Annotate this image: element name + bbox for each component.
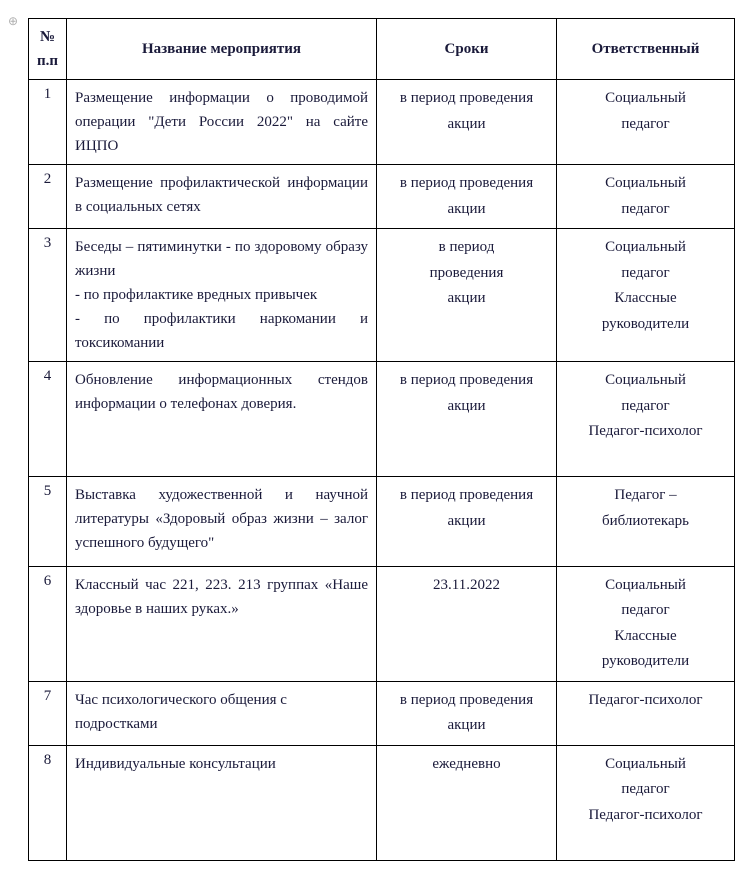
- table-row: 2Размещение профилактической информации …: [29, 165, 735, 229]
- row-resp-line: Педагог-психолог: [565, 419, 726, 445]
- col-header-num-text: № п.п: [37, 29, 58, 69]
- row-name: Классный час 221, 223. 213 группах «Наше…: [67, 566, 377, 681]
- row-resp-line: педагог: [565, 598, 726, 624]
- row-num: 5: [29, 477, 67, 567]
- table-anchor-icon: ⊕: [8, 14, 18, 29]
- row-resp-line: Педагог-психолог: [565, 803, 726, 829]
- table-row: 8Индивидуальные консультации ежедневно Соц…: [29, 745, 735, 860]
- row-resp: СоциальныйпедагогКлассныеруководители: [557, 229, 735, 362]
- row-resp-line: руководители: [565, 312, 726, 338]
- row-resp: Социальныйпедагог: [557, 80, 735, 165]
- row-num: 3: [29, 229, 67, 362]
- row-date: в период проведенияакции: [377, 80, 557, 165]
- row-num: 6: [29, 566, 67, 681]
- row-name-line: Размещение профилактической информации в…: [75, 171, 368, 219]
- row-resp-line: Педагог –: [565, 483, 726, 509]
- row-date-line: акции: [385, 112, 548, 138]
- table-header-row: № п.п Название мероприятия Сроки Ответст…: [29, 19, 735, 80]
- row-resp-line: педагог: [565, 197, 726, 223]
- row-date-line: проведения: [385, 261, 548, 287]
- row-name-line: Классный час 221, 223. 213 группах «Наше…: [75, 573, 368, 621]
- row-name-line: Выставка художественной и научной литера…: [75, 483, 368, 555]
- row-name: Беседы – пятиминутки - по здоровому обра…: [67, 229, 377, 362]
- row-date: в период проведенияакции: [377, 165, 557, 229]
- table-row: 7Час психологического общения с подростк…: [29, 681, 735, 745]
- col-header-name: Название мероприятия: [67, 19, 377, 80]
- row-name-sub: - по профилактике вредных привычек: [75, 283, 368, 307]
- row-date: в периодпроведенияакции: [377, 229, 557, 362]
- row-resp: Педагог –библиотекарь: [557, 477, 735, 567]
- row-resp-line: Социальный: [565, 573, 726, 599]
- table-row: 4Обновление информационных стендов инфор…: [29, 362, 735, 477]
- row-date: в период проведенияакции: [377, 362, 557, 477]
- row-resp-line: педагог: [565, 261, 726, 287]
- row-date-line: акции: [385, 394, 548, 420]
- row-name-line: Беседы – пятиминутки - по здоровому обра…: [75, 235, 368, 283]
- col-header-num: № п.п: [29, 19, 67, 80]
- row-name: Обновление информационных стендов информ…: [67, 362, 377, 477]
- row-num: 2: [29, 165, 67, 229]
- row-name: Размещение профилактической информации в…: [67, 165, 377, 229]
- row-name-line: Размещение информации о проводимой опера…: [75, 86, 368, 158]
- row-date-line: акции: [385, 509, 548, 535]
- row-resp-line: Социальный: [565, 235, 726, 261]
- col-header-resp: Ответственный: [557, 19, 735, 80]
- row-name: Выставка художественной и научной литера…: [67, 477, 377, 567]
- row-resp-line: руководители: [565, 649, 726, 675]
- row-date-line: 23.11.2022: [385, 573, 548, 599]
- row-resp-line: Социальный: [565, 86, 726, 112]
- row-resp-line: Социальный: [565, 752, 726, 778]
- row-resp-pad: [565, 534, 726, 560]
- row-resp-line: педагог: [565, 112, 726, 138]
- row-resp-pad: [565, 713, 726, 739]
- row-name-line: Обновление информационных стендов информ…: [75, 368, 368, 416]
- table-row: 3Беседы – пятиминутки - по здоровому обр…: [29, 229, 735, 362]
- row-date-line: в период проведения: [385, 368, 548, 394]
- row-date-line: в период: [385, 235, 548, 261]
- row-date: ежедневно: [377, 745, 557, 860]
- row-date-line: акции: [385, 713, 548, 739]
- row-num: 4: [29, 362, 67, 477]
- row-date-line: ежедневно: [385, 752, 548, 778]
- row-resp-line: педагог: [565, 394, 726, 420]
- row-date-line: в период проведения: [385, 688, 548, 714]
- row-resp-line: Классные: [565, 286, 726, 312]
- row-resp-pad: [565, 445, 726, 471]
- row-date: 23.11.2022: [377, 566, 557, 681]
- row-name-sub: - по профилактики наркомании и токсикома…: [75, 307, 368, 355]
- row-name: Час психологического общения с подростка…: [67, 681, 377, 745]
- row-resp: СоциальныйпедагогПедагог-психолог: [557, 745, 735, 860]
- row-resp: Социальныйпедагог: [557, 165, 735, 229]
- row-date-line: акции: [385, 197, 548, 223]
- row-date-line: в период проведения: [385, 483, 548, 509]
- table-row: 1Размещение информации о проводимой опер…: [29, 80, 735, 165]
- row-name: Индивидуальные консультации: [67, 745, 377, 860]
- row-num: 8: [29, 745, 67, 860]
- row-num: 7: [29, 681, 67, 745]
- row-resp-line: Классные: [565, 624, 726, 650]
- row-resp: СоциальныйпедагогПедагог-психолог: [557, 362, 735, 477]
- row-date-line: акции: [385, 286, 548, 312]
- row-name: Размещение информации о проводимой опера…: [67, 80, 377, 165]
- table-row: 6Классный час 221, 223. 213 группах «Наш…: [29, 566, 735, 681]
- row-resp-line: Социальный: [565, 368, 726, 394]
- row-resp-pad: [565, 828, 726, 854]
- row-date: в период проведенияакции: [377, 681, 557, 745]
- row-num: 1: [29, 80, 67, 165]
- col-header-name-text: Название мероприятия: [142, 41, 301, 57]
- row-resp-line: педагог: [565, 777, 726, 803]
- row-resp-line: Социальный: [565, 171, 726, 197]
- row-resp: Педагог-психолог: [557, 681, 735, 745]
- col-header-resp-text: Ответственный: [592, 41, 700, 57]
- row-resp: СоциальныйпедагогКлассныеруководители: [557, 566, 735, 681]
- row-resp-line: Педагог-психолог: [565, 688, 726, 714]
- row-date-line: в период проведения: [385, 86, 548, 112]
- events-table: № п.п Название мероприятия Сроки Ответст…: [28, 18, 735, 861]
- row-date-line: в период проведения: [385, 171, 548, 197]
- row-resp-line: библиотекарь: [565, 509, 726, 535]
- col-header-date-text: Сроки: [445, 41, 489, 57]
- row-date: в период проведенияакции: [377, 477, 557, 567]
- table-row: 5Выставка художественной и научной литер…: [29, 477, 735, 567]
- col-header-date: Сроки: [377, 19, 557, 80]
